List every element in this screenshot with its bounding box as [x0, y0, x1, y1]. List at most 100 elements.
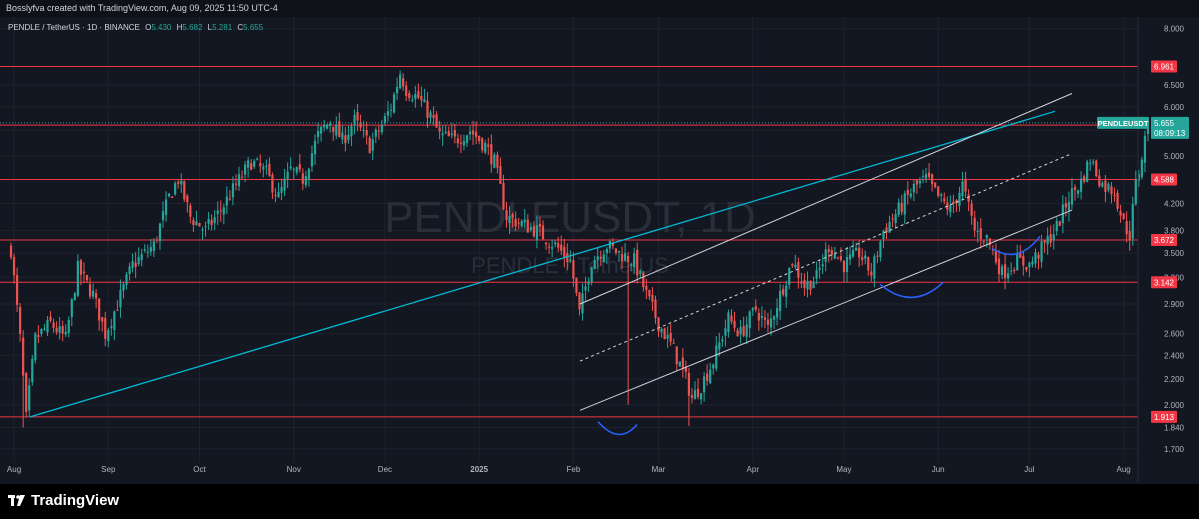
candle-body [247, 160, 250, 168]
candle-body [1143, 135, 1147, 163]
candle-body [49, 316, 52, 321]
candle-body [392, 94, 396, 113]
candle-body [949, 205, 952, 213]
horizontal-levels [0, 65, 1138, 418]
candle-body [791, 264, 794, 266]
candle-body [645, 286, 648, 291]
x-tick-label: Oct [193, 465, 206, 474]
legend-symbol: PENDLE / TetherUS · 1D · BINANCE [8, 23, 140, 32]
candle-body [1076, 190, 1080, 194]
candle-body [180, 180, 183, 185]
candle-body [1034, 252, 1037, 264]
candle-body [970, 203, 973, 216]
candle-body [1110, 186, 1113, 195]
candle-body [605, 249, 608, 254]
candle-body [319, 126, 323, 134]
candle-body [183, 181, 186, 200]
legend-c-label: C [237, 23, 243, 32]
candle-body [894, 214, 897, 224]
candle-body [858, 247, 861, 258]
candle-body [478, 136, 481, 142]
candle-body [1095, 160, 1098, 177]
candle-body [900, 203, 903, 213]
candle-body [359, 122, 362, 128]
candle-body [1122, 213, 1125, 219]
candle-body [672, 342, 675, 344]
candle-body [408, 93, 411, 98]
candle-body [1104, 180, 1107, 192]
candle-body [52, 322, 55, 329]
y-tick-label: 6.000 [1164, 103, 1185, 112]
footer: TradingView [0, 484, 1199, 519]
candle-body [563, 246, 566, 257]
candle-body [1113, 194, 1116, 196]
candle-body [623, 253, 627, 261]
candle-body [186, 195, 189, 203]
candle-body [924, 174, 928, 179]
candle-body [1134, 179, 1137, 205]
candle-body [471, 130, 475, 135]
candle-body [973, 217, 976, 231]
candle-body [222, 207, 225, 215]
candle-body [465, 135, 469, 143]
candle-body [642, 272, 645, 288]
candle-body [435, 114, 438, 128]
candle-body [1003, 264, 1007, 279]
current-price-value: 5.655 [1154, 119, 1175, 128]
top-bar: Bosslyfva created with TradingView.com, … [0, 0, 1199, 17]
candle-body [174, 183, 177, 195]
candle-body [578, 292, 581, 310]
candle-body [873, 256, 876, 279]
candle-body [809, 280, 812, 290]
candle-body [934, 182, 937, 188]
candle-body [67, 320, 70, 334]
candle-body [739, 326, 742, 335]
candle-body [772, 316, 776, 320]
candle-body [356, 112, 359, 121]
candle-body [608, 241, 611, 249]
candle-body [824, 249, 827, 262]
price-level-label: 3.672 [1154, 236, 1175, 245]
candle-body [611, 242, 615, 246]
long-trendline [29, 110, 1056, 418]
candle-body [1083, 176, 1086, 182]
candle-body [462, 141, 466, 146]
candle-body [496, 154, 499, 168]
candle-body [171, 196, 174, 198]
price-level-badge [1151, 276, 1177, 289]
price-level-badge [1151, 60, 1177, 73]
price-chart[interactable]: PENDLEUSDT, 1D PENDLE / TetherUS 8.000 6.… [0, 17, 1199, 484]
candle-body [110, 326, 113, 328]
candle-body [693, 390, 697, 400]
time-axis: Aug Sep Oct Nov Dec 2025 Feb Mar Apr May Jun Jul Aug… [7, 465, 1131, 474]
candle-body [961, 181, 964, 197]
candle-body [316, 130, 320, 138]
candle-body [1116, 192, 1119, 209]
candle-body [560, 244, 563, 251]
legend-l-value: 5.281 [212, 23, 233, 32]
candle-body [399, 74, 402, 89]
candle-body [1128, 231, 1131, 241]
candle-body [1086, 161, 1089, 183]
candle-body [748, 311, 751, 329]
candle-body [231, 183, 235, 198]
candle-body [338, 121, 341, 138]
candle-body [627, 255, 630, 262]
y-tick-label: 5.000 [1164, 152, 1185, 161]
candle-body [675, 346, 678, 364]
tradingview-logo[interactable]: TradingView [8, 492, 119, 509]
candle-body [1052, 234, 1055, 241]
candle-body [164, 199, 168, 216]
candle-body [9, 245, 13, 258]
candle-body [769, 318, 773, 328]
candle-body [453, 130, 456, 137]
candle-body [551, 247, 554, 249]
candle-body [122, 284, 125, 291]
candle-body [687, 372, 691, 396]
candle-body [730, 315, 733, 322]
candle-body [800, 281, 803, 284]
candle-body [323, 125, 326, 128]
candle-body [982, 241, 985, 243]
candle-body [237, 174, 241, 187]
candles [9, 70, 1150, 428]
